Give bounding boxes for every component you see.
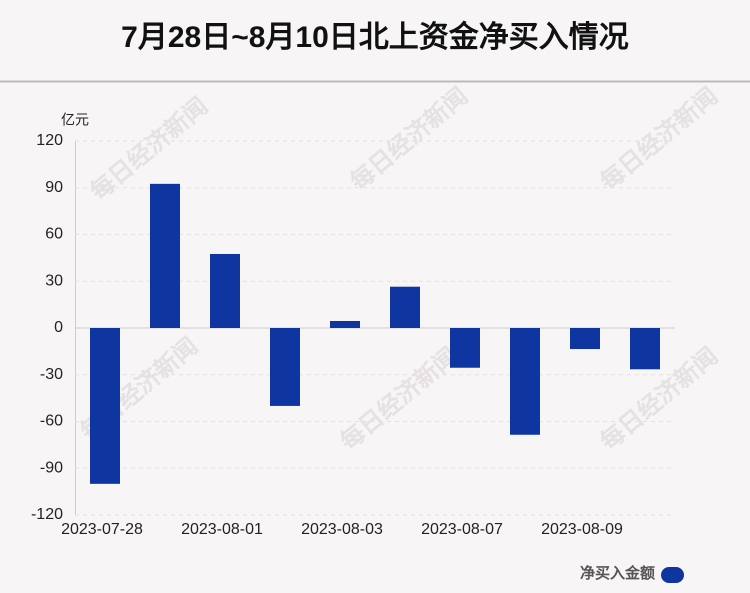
y-tick-label: -60 — [40, 413, 63, 430]
bar — [210, 253, 240, 328]
y-tick-label: -120 — [31, 506, 63, 523]
legend-swatch — [661, 567, 684, 583]
y-tick-label: 30 — [45, 272, 63, 289]
x-tick-label: 2023-08-09 — [541, 521, 623, 538]
y-tick-label: -30 — [40, 366, 63, 383]
x-tick-label: 2023-07-28 — [61, 521, 143, 538]
legend-label: 净买入金额 — [580, 564, 655, 582]
bar — [630, 328, 660, 370]
bar — [150, 183, 180, 328]
y-tick-label: -90 — [40, 459, 63, 476]
x-tick-label: 2023-08-03 — [301, 521, 383, 538]
chart-title: 7月28日~8月10日北上资金净买入情况 — [121, 20, 629, 54]
bar — [570, 328, 600, 350]
x-tick-label: 2023-08-07 — [421, 521, 503, 538]
y-tick-label: 120 — [36, 132, 63, 149]
y-tick-label: 60 — [45, 226, 63, 243]
bar — [270, 328, 300, 406]
y-tick-label: 90 — [45, 179, 63, 196]
y-unit: 亿元 — [61, 112, 89, 128]
y-tick-label: 0 — [54, 319, 63, 336]
bar — [450, 328, 480, 368]
bar — [510, 328, 540, 435]
bar — [90, 328, 120, 484]
bar — [330, 320, 360, 328]
x-tick-label: 2023-08-01 — [181, 521, 263, 538]
bar — [390, 286, 420, 328]
